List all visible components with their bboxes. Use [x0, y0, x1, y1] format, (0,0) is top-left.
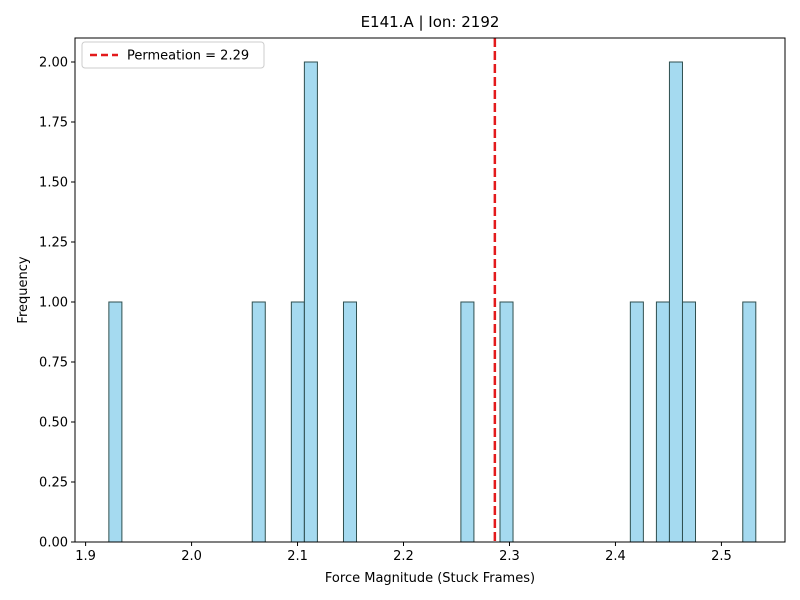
y-tick-label-3: 0.75 [39, 356, 68, 371]
y-tick-label-4: 1.00 [39, 296, 68, 311]
histogram-bar-0 [108, 301, 123, 543]
histogram-bar-11 [742, 301, 757, 543]
histogram-bar-10 [681, 301, 697, 543]
x-tick-label-5: 2.4 [605, 549, 626, 564]
histogram-bar-9 [668, 61, 683, 543]
histogram-bar-1 [251, 301, 266, 543]
histogram-bar-4 [342, 301, 358, 543]
y-axis: 0.00 0.25 0.50 0.75 1.00 1.25 1.50 1.75 2.00 [39, 56, 75, 551]
y-axis-label: Frequency [16, 256, 31, 323]
x-axis-label: Force Magnitude (Stuck Frames) [325, 571, 535, 586]
bars-layer [108, 61, 757, 543]
legend-box [81, 41, 265, 69]
histogram-bar-2 [290, 301, 305, 543]
plot-frame [74, 37, 786, 543]
y-tick-label-7: 1.75 [39, 116, 68, 131]
histogram-bar-5 [460, 301, 475, 543]
histogram-bar-6 [499, 301, 514, 543]
y-tick-label-5: 1.25 [39, 236, 68, 251]
x-tick-label-0: 1.9 [75, 549, 96, 564]
x-tick-label-6: 2.5 [711, 549, 732, 564]
x-tick-label-3: 2.2 [393, 549, 414, 564]
x-tick-label-1: 2.0 [181, 549, 202, 564]
y-tick-label-8: 2.00 [39, 56, 68, 71]
y-tick-label-2: 0.50 [39, 416, 68, 431]
legend-label: Permeation = 2.29 [127, 49, 249, 64]
y-tick-label-6: 1.50 [39, 176, 68, 191]
histogram-bar-3 [303, 61, 318, 543]
histogram-bar-8 [655, 301, 670, 543]
y-tick-label-1: 0.25 [39, 476, 68, 491]
x-tick-label-4: 2.3 [499, 549, 520, 564]
y-tick-label-0: 0.00 [39, 536, 68, 551]
x-tick-label-2: 2.1 [287, 549, 308, 564]
chart-title: E141.A | Ion: 2192 [361, 13, 500, 31]
histogram-bar-7 [629, 301, 644, 543]
legend: Permeation = 2.29 [81, 41, 265, 69]
x-axis: 1.9 2.0 2.1 2.2 2.3 2.4 2.5 [75, 542, 732, 564]
